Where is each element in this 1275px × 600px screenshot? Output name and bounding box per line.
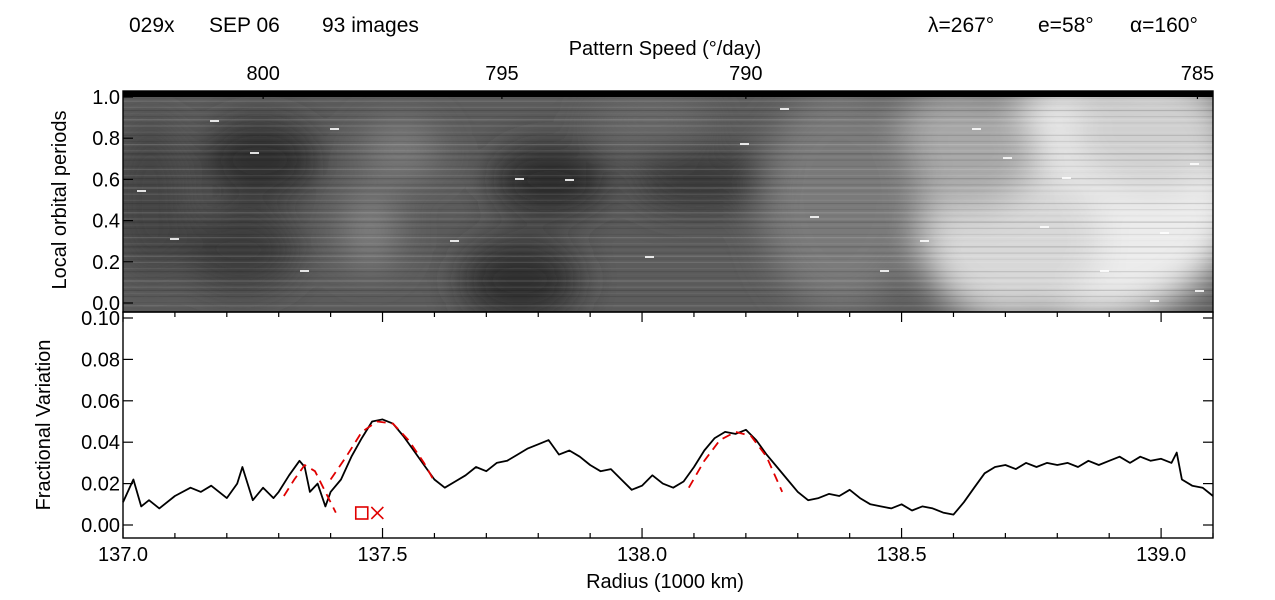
x-marker — [370, 506, 384, 520]
heatmap-y-tick-label: 0.8 — [92, 128, 120, 150]
x-tick-label: 138.5 — [877, 544, 927, 566]
heatmap-region — [760, 91, 920, 310]
x-tick-label: 138.0 — [617, 544, 667, 566]
heatmap-y-axis-title: Local orbital periods — [49, 111, 71, 290]
top-axis-tick-label: 800 — [246, 63, 279, 85]
heatmap-speck — [740, 143, 749, 145]
radius-axis-title: Radius (1000 km) — [586, 571, 744, 593]
phase-angle-label: α=160° — [1130, 14, 1198, 37]
longitude-label: λ=267° — [928, 14, 995, 37]
y-tick-label: 0.04 — [81, 432, 120, 454]
heatmap-speck — [1190, 163, 1199, 165]
square-marker — [354, 506, 369, 520]
top-axis-tick-label: 785 — [1181, 63, 1214, 85]
y-tick-label: 0.00 — [81, 515, 120, 537]
heatmap-region — [180, 210, 300, 290]
y-tick-label: 0.02 — [81, 474, 120, 496]
fit-curve — [283, 464, 337, 514]
heatmap-region — [630, 150, 770, 210]
heatmap-speck — [1100, 270, 1109, 272]
heatmap-speck — [330, 128, 339, 130]
y-tick-label: 0.06 — [81, 391, 120, 413]
heatmap-y-tick-label: 0.0 — [92, 293, 120, 315]
heatmap-region — [200, 120, 320, 200]
heatmap-top-band — [123, 91, 1213, 97]
heatmap-region — [880, 91, 1040, 210]
heatmap-speck — [1062, 177, 1071, 179]
heatmap-panel — [123, 91, 1213, 312]
line-panel-frame — [122, 311, 1214, 539]
heatmap-speck — [645, 256, 654, 258]
heatmap-speck — [1003, 157, 1012, 159]
heatmap-speck — [1195, 290, 1204, 292]
x-tick-label: 137.0 — [98, 544, 148, 566]
y-tick-label: 0.10 — [81, 308, 120, 330]
image-count: 93 images — [322, 14, 419, 37]
heatmap-region — [590, 95, 710, 145]
heatmap-speck — [972, 128, 981, 130]
heatmap-image — [123, 91, 1213, 312]
series-layer — [122, 418, 1214, 520]
top-axis-tick-label: 790 — [729, 63, 762, 85]
heatmap-y-tick-label: 0.2 — [92, 252, 120, 274]
y-tick-label: 0.08 — [81, 349, 120, 371]
heatmap-speck — [300, 270, 309, 272]
heatmap-region — [1070, 91, 1213, 190]
observation-date: SEP 06 — [209, 14, 280, 37]
heatmap-speck — [920, 240, 929, 242]
fit-curve — [688, 431, 784, 493]
heatmap-y-tick-label: 1.0 — [92, 87, 120, 109]
heatmap-speck — [1160, 232, 1169, 234]
heatmap-speck — [1150, 300, 1159, 302]
heatmap-region — [360, 120, 440, 180]
heatmap-speck — [170, 238, 179, 240]
heatmap-shading — [123, 91, 1213, 312]
heatmap-y-tick-label: 0.4 — [92, 211, 120, 233]
top-axis-tick-label: 795 — [485, 63, 518, 85]
heatmap-region — [460, 240, 580, 312]
profile-line — [122, 418, 1214, 516]
heatmap-speck — [810, 216, 819, 218]
heatmap-speck — [1040, 226, 1049, 228]
fit-curve — [329, 420, 436, 482]
x-tick-label: 139.0 — [1136, 544, 1186, 566]
x-tick-label: 137.5 — [357, 544, 407, 566]
heatmap-speck — [450, 240, 459, 242]
heatmap-speck — [880, 270, 889, 272]
heatmap-speck — [565, 179, 574, 181]
heatmap-speck — [210, 120, 219, 122]
heatmap-region — [490, 145, 610, 215]
emission-angle-label: e=58° — [1038, 14, 1094, 37]
heatmap-y-tick-label: 0.6 — [92, 169, 120, 191]
pattern-speed-axis-title: Pattern Speed (°/day) — [568, 38, 762, 60]
observation-id: 029x — [129, 14, 175, 37]
axes: 0.0 0.2 0.4 0.6 0.8 1.0 Local orbital periods 8… — [33, 63, 1214, 566]
heatmap-speck — [250, 152, 259, 154]
y-axis-title: Fractional Variation — [33, 340, 55, 511]
heatmap-speck — [780, 108, 789, 110]
heatmap-speck — [515, 178, 524, 180]
heatmap-speck — [137, 190, 146, 192]
heatmap-region — [340, 190, 400, 270]
